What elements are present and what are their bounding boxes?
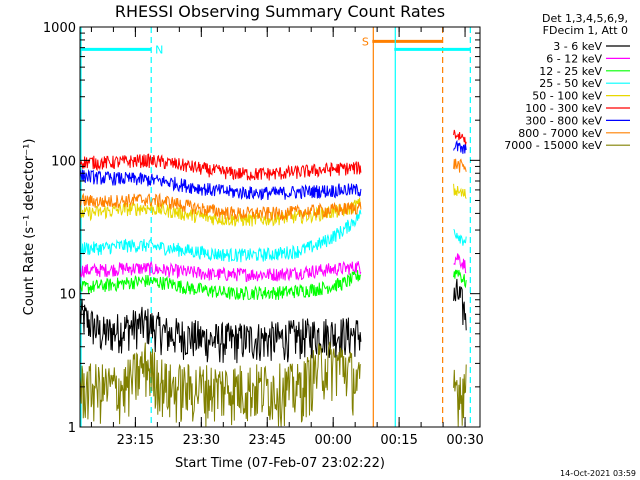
legend-header-line: Det 1,3,4,5,6,9, [542,12,628,25]
legend-entry-label: 6 - 12 keV [546,52,602,65]
series-line [453,228,467,246]
legend-entry-label: 100 - 300 keV [525,102,602,115]
legend-entry-label: 50 - 100 keV [532,90,602,103]
legend-entry-label: 300 - 800 keV [525,114,602,127]
series-cyan [79,209,467,263]
legend-entry-label: 7000 - 15000 keV [504,139,602,152]
x-tick-label: 23:30 [183,433,220,448]
night-label: N [155,43,163,56]
legend-entry-label: 800 - 7000 keV [518,127,602,140]
series-blue [79,139,467,201]
series-red [79,129,467,182]
series-line [453,364,467,427]
legend: Det 1,3,4,5,6,9,FDecim 1, Att 0 3 - 6 keV… [504,12,630,152]
x-tick-label: 23:15 [117,433,154,448]
series-line [79,169,362,201]
legend-entry-label: 3 - 6 keV [553,40,602,53]
x-tick-label: 23:45 [249,433,286,448]
x-axis-label: Start Time (07-Feb-07 23:02:22) [175,456,385,471]
plot-area: NS [79,27,471,427]
series-orange [79,158,467,222]
series-black [79,278,467,364]
x-tick-label: 00:30 [446,433,483,448]
x-tick-label: 00:00 [314,433,351,448]
chart-title: RHESSI Observing Summary Count Rates [115,2,445,21]
series-line [79,298,362,364]
series-line [79,341,362,427]
axes: 1 10 100 1000 23:15 23:30 23:45 00:00 00:15 00:30 [43,21,484,448]
y-tick-label: 1000 [43,21,76,36]
series-line [453,158,467,173]
y-tick-label: 1 [68,421,76,436]
legend-header-line: FDecim 1, Att 0 [543,24,628,37]
series-line [453,253,467,274]
footer-timestamp: 14-Oct-2021 03:59 [560,469,636,478]
y-tick-label: 100 [51,154,76,169]
series-line [453,183,467,199]
series-line [79,209,362,263]
saa-label: S [362,35,369,48]
series-line [79,192,362,222]
series-olive [79,341,467,427]
legend-entry-label: 12 - 25 keV [539,65,602,78]
legend-entry-label: 25 - 50 keV [539,77,602,90]
series-line [79,153,362,182]
x-tick-label: 00:15 [380,433,417,448]
series-line [79,270,362,301]
series-line [453,278,467,331]
series-line [79,260,362,283]
series-line [453,269,467,289]
y-tick-label: 10 [59,288,76,303]
plot-frame [79,26,481,428]
y-axis-label: Count Rate (s⁻¹ detector⁻¹) [22,139,37,316]
series-line [453,139,467,154]
series-magenta [79,253,467,283]
series-green [79,269,467,301]
series-line [453,129,467,146]
